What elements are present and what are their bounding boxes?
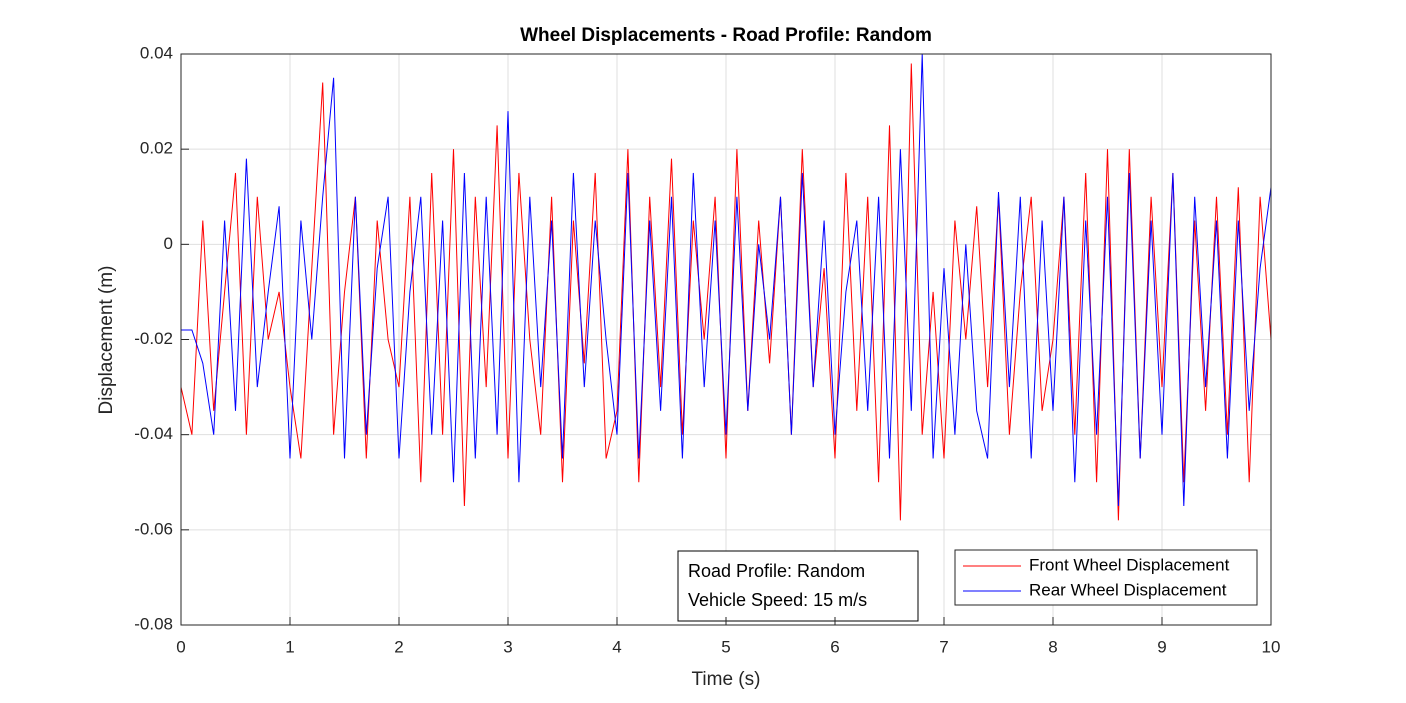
chart-title: Wheel Displacements - Road Profile: Rand… [520,25,932,46]
x-tick-label: 6 [830,637,839,656]
annotation: Vehicle Speed: 15 m/s [688,590,867,610]
legend-label: Rear Wheel Displacement [1029,580,1227,599]
y-tick-label: 0 [164,234,173,253]
y-tick-label: -0.04 [134,424,173,443]
x-tick-label: 1 [285,637,294,656]
y-tick-label: -0.02 [134,329,173,348]
y-tick-label: -0.06 [134,519,173,538]
y-axis-label: Displacement (m) [96,266,117,415]
x-axis-label: Time (s) [692,669,761,690]
x-tick-label: 9 [1157,637,1166,656]
annotation-box: Road Profile: Random Vehicle Speed: 15 m… [677,550,919,622]
data-line [181,53,1272,507]
data-line [180,63,1272,521]
y-tick-label: 0.04 [140,43,173,62]
x-tick-label: 7 [939,637,948,656]
legend-label: Front Wheel Displacement [1029,555,1230,574]
x-tick-label: 4 [612,637,621,656]
x-tick-label: 8 [1048,637,1057,656]
y-tick-label: -0.08 [134,614,173,633]
legend-box [954,549,1258,606]
x-tick-label: 10 [1262,637,1281,656]
x-tick-label: 5 [721,637,730,656]
y-tick-label: 0.02 [140,139,173,158]
x-tick-label: 2 [394,637,403,656]
x-tick-label: 0 [176,637,185,656]
legend: Front Wheel Displacement Rear Wheel Displ… [954,549,1258,606]
x-tick-label: 3 [503,637,512,656]
annotation: Road Profile: Random [688,561,865,581]
